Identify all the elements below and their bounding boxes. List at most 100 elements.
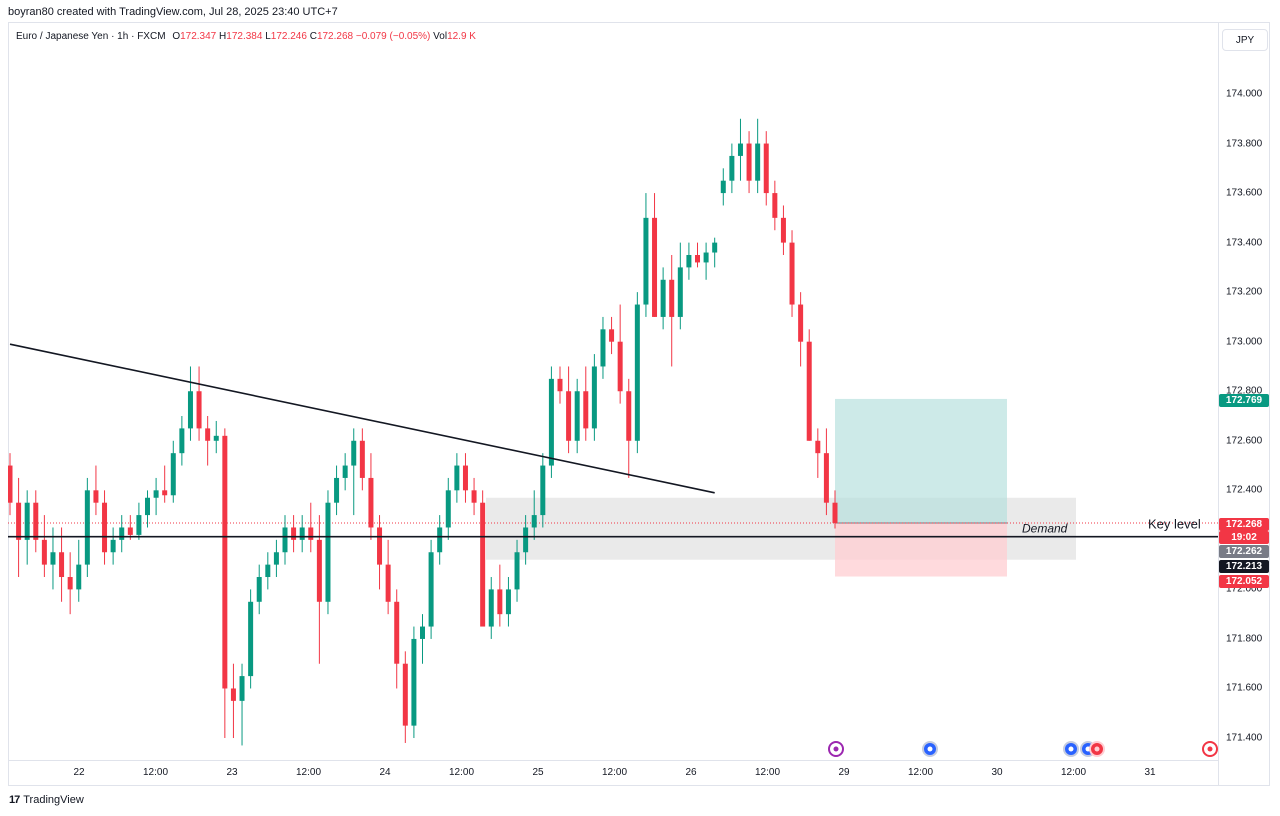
- candle-up: [153, 490, 159, 498]
- x-tick-label: 25: [532, 767, 544, 778]
- candle-up: [574, 391, 580, 441]
- candle-down: [291, 527, 297, 540]
- x-tick-label: 12:00: [601, 767, 628, 778]
- x-tick-label: 12:00: [907, 767, 934, 778]
- y-tick-label: 171.400: [1226, 732, 1263, 744]
- news-event-icon-dot: [1094, 746, 1100, 752]
- candle-down: [609, 329, 615, 342]
- low-label: L: [265, 31, 271, 42]
- candle-up: [677, 267, 683, 317]
- candle-up: [248, 601, 254, 677]
- candle-up: [643, 217, 649, 305]
- open-label: O: [172, 31, 181, 42]
- currency-button[interactable]: JPY: [1222, 29, 1268, 51]
- candle-up: [600, 329, 606, 367]
- candle-down: [33, 502, 39, 540]
- candle-down: [652, 217, 658, 317]
- candle-up: [256, 577, 262, 602]
- chart-frame: [8, 22, 1270, 786]
- candle-up: [703, 252, 709, 263]
- candle-down: [746, 143, 752, 181]
- candle-down: [695, 255, 700, 263]
- candle-down: [127, 527, 133, 535]
- candle-down: [789, 242, 795, 305]
- low-value: 172.246: [270, 31, 307, 42]
- candle-down: [16, 502, 22, 540]
- candle-down: [617, 341, 623, 392]
- candle-up: [591, 366, 597, 429]
- change-value: −0.079 (−0.05%): [355, 31, 431, 42]
- candle-down: [196, 391, 202, 429]
- candle-down: [806, 341, 812, 441]
- close-value: 172.268: [316, 31, 354, 42]
- y-tick-label: 173.800: [1226, 138, 1263, 150]
- candle-up: [342, 465, 348, 478]
- candle-up: [24, 502, 30, 540]
- candle-up: [686, 255, 692, 268]
- candle-up: [548, 378, 554, 466]
- x-tick-label: 12:00: [1060, 767, 1087, 778]
- y-tick-label: 172.000: [1226, 583, 1263, 595]
- candle-up: [712, 242, 718, 253]
- news-event-icon-dot: [927, 746, 933, 752]
- candle-up: [437, 527, 443, 553]
- price-scale[interactable]: [1218, 22, 1270, 786]
- candle-down: [316, 539, 322, 602]
- candle-down: [8, 465, 13, 503]
- candle-down: [222, 435, 228, 689]
- candle-up: [445, 490, 451, 528]
- candle-down: [566, 391, 572, 441]
- x-tick-label: 23: [226, 767, 238, 778]
- symbol-legend: Euro / Japanese Yen · 1h · FXCM O172.347…: [16, 31, 476, 42]
- last-price-label: 172.268: [1219, 518, 1269, 531]
- candle-up: [265, 564, 271, 578]
- stop-zone: [835, 523, 1007, 577]
- x-tick-label: 12:00: [142, 767, 169, 778]
- y-tick-label: 171.600: [1226, 682, 1263, 694]
- candle-up: [273, 552, 279, 565]
- candle-down: [583, 391, 589, 429]
- x-tick-label: 29: [838, 767, 850, 778]
- time-scale[interactable]: [8, 760, 1218, 786]
- candle-up: [299, 527, 305, 540]
- demand-label: Demand: [1022, 522, 1068, 536]
- candle-up: [187, 391, 193, 429]
- candle-up: [84, 490, 90, 565]
- tradingview-logo-icon: 17: [9, 794, 20, 806]
- target-zone: [835, 398, 1007, 524]
- candle-down: [67, 577, 73, 590]
- candle-up: [523, 527, 529, 553]
- candle-up: [540, 465, 546, 516]
- candle-down: [780, 217, 786, 243]
- candle-up: [634, 304, 640, 441]
- bid-price-label: 172.262: [1219, 545, 1269, 558]
- candle-down: [385, 564, 391, 602]
- key-level-price-label: 172.213: [1219, 560, 1269, 573]
- y-tick-label: 171.800: [1226, 633, 1263, 645]
- volume-value: 12.9 K: [447, 31, 476, 42]
- candle-down: [308, 527, 314, 540]
- y-tick-label: 174.000: [1226, 88, 1263, 100]
- candle-up: [76, 564, 82, 590]
- candle-up: [660, 279, 666, 317]
- candle-up: [488, 589, 494, 627]
- x-tick-label: 12:00: [448, 767, 475, 778]
- candle-up: [411, 638, 417, 726]
- candle-up: [454, 465, 460, 491]
- price-chart: Demand Key level: [8, 118, 1218, 757]
- candle-down: [626, 391, 632, 441]
- plot-area[interactable]: Demand Key level: [8, 22, 1218, 760]
- candle-down: [832, 502, 838, 524]
- candle-up: [50, 552, 56, 565]
- y-tick-label: 172.800: [1226, 385, 1263, 397]
- news-event-icon-dot: [1068, 746, 1074, 752]
- candle-up: [755, 143, 761, 181]
- trendline: [9, 343, 715, 494]
- candle-down: [402, 663, 408, 726]
- high-label: H: [219, 31, 227, 42]
- tradingview-logo[interactable]: 17 TradingView: [9, 794, 84, 806]
- candle-up: [428, 552, 434, 627]
- candle-up: [737, 143, 743, 156]
- x-tick-label: 12:00: [754, 767, 781, 778]
- candle-down: [205, 428, 211, 441]
